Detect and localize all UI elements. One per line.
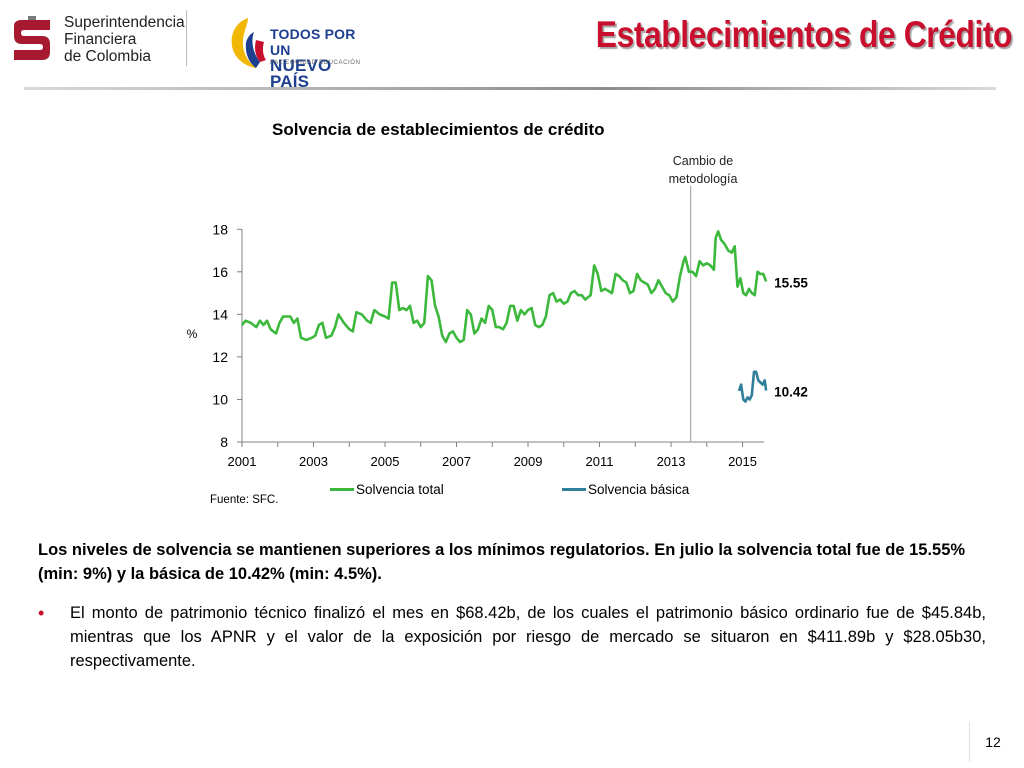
- annotation-line: Cambio de: [672, 154, 734, 168]
- legend-item-total: Solvencia total: [330, 482, 444, 497]
- y-tick-label: 10: [212, 391, 228, 407]
- source-note: Fuente: SFC.: [210, 494, 279, 506]
- x-tick-label: 2013: [657, 454, 686, 469]
- legend-swatch-total: [330, 488, 354, 491]
- summary-paragraph: Los niveles de solvencia se mantienen su…: [38, 541, 966, 583]
- chart-container: 8 10 12 14 16 18 2001 2003 2005 2007 2009 2011 2013 2…: [180, 112, 840, 512]
- gov-logo: TODOS POR UN NUEVO PAÍS PAZ EQUIDAD EDUC…: [226, 12, 366, 90]
- chart-title: Solvencia de establecimientos de crédito: [272, 120, 605, 139]
- x-tick-label: 2007: [442, 454, 471, 469]
- bullet-item: • El monto de patrimonio técnico finaliz…: [38, 601, 986, 673]
- page-title: Establecimientos de Crédito: [595, 14, 1013, 55]
- legend-label-total: Solvencia total: [356, 482, 444, 497]
- chart-legend: Solvencia total Solvencia básica: [330, 482, 750, 500]
- header-rule: [24, 87, 996, 90]
- y-tick-label: 14: [212, 306, 228, 322]
- gov-logo-line2: NUEVO PAÍS: [270, 56, 332, 91]
- legend-label-basica: Solvencia básica: [588, 482, 690, 497]
- x-tick-label: 2005: [371, 454, 400, 469]
- solvency-chart: 8 10 12 14 16 18 2001 2003 2005 2007 2009 2011 2013 2…: [187, 186, 808, 469]
- sfc-logo-line: Financiera: [64, 31, 137, 48]
- header-divider: [186, 10, 187, 66]
- page-number: 12: [969, 722, 1016, 762]
- annotation-line: metodología: [668, 172, 738, 186]
- x-tick-label: 2015: [728, 454, 757, 469]
- y-tick-label: 8: [220, 434, 228, 450]
- sfc-logo-line: Superintendencia: [64, 14, 185, 31]
- gov-logo-tagline: PAZ EQUIDAD EDUCACIÓN: [270, 60, 361, 66]
- bullet-text: El monto de patrimonio técnico finalizó …: [70, 604, 986, 670]
- methodology-annotation: Cambio de metodología: [650, 152, 756, 188]
- x-tick-label: 2009: [514, 454, 543, 469]
- y-tick-label: 12: [212, 349, 228, 365]
- sfc-logo: Superintendencia Financiera de Colombia: [8, 12, 188, 68]
- sfc-logo-line: de Colombia: [64, 48, 152, 65]
- sfc-emblem-icon: [14, 16, 50, 60]
- series-end-label: 10.42: [774, 385, 808, 400]
- x-tick-label: 2001: [228, 454, 257, 469]
- gov-logo-line1: TODOS POR UN: [270, 26, 356, 58]
- sfc-logo-text: Superintendencia Financiera de Colombia: [64, 14, 185, 65]
- series-end-label: 15.55: [774, 275, 808, 290]
- gov-logo-text: TODOS POR UN NUEVO PAÍS: [270, 26, 366, 90]
- gov-emblem-icon: [231, 18, 266, 68]
- x-tick-label: 2011: [586, 454, 614, 469]
- y-tick-label: 18: [212, 221, 228, 237]
- bullet-marker: •: [38, 603, 45, 623]
- x-tick-label: 2003: [299, 454, 328, 469]
- series-line-basica: [737, 370, 768, 403]
- series-line-total: [241, 230, 768, 344]
- y-axis-label: %: [187, 327, 198, 341]
- legend-swatch-basica: [562, 488, 586, 491]
- legend-item-basica: Solvencia básica: [562, 482, 689, 497]
- y-tick-label: 16: [212, 264, 228, 280]
